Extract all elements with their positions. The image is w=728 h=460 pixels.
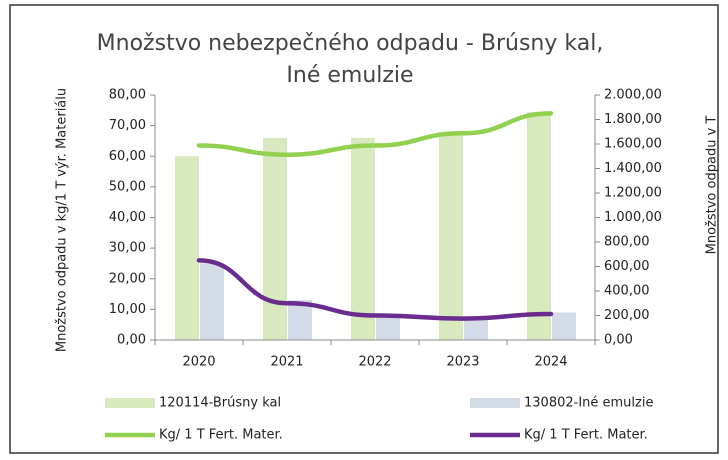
y-tick-label: 10,00 [109, 302, 146, 317]
bar [175, 156, 199, 340]
y-tick-label: 80,00 [109, 88, 146, 103]
x-tick-label: 2023 [446, 355, 479, 370]
bar [527, 112, 551, 341]
bar [439, 131, 463, 340]
y-tick-label: 50,00 [109, 179, 146, 194]
y-axis-title: Množstvo odpadu v kg/1 T výr. Materiálu [55, 88, 70, 352]
x-tick-label: 2022 [358, 355, 391, 370]
legend-label: 130802-Iné emulzie [524, 396, 653, 411]
bar [263, 137, 287, 340]
legend-label: Kg/ 1 T Fert. Mater. [159, 428, 283, 443]
legend-label: 120114-Brúsny kal [159, 396, 281, 411]
y2-tick-label: 200,00 [604, 308, 650, 323]
bar [552, 312, 576, 340]
chart-border [9, 4, 719, 454]
y2-tick-label: 0,00 [604, 333, 633, 348]
y-tick-label: 60,00 [109, 149, 146, 164]
y2-tick-label: 1.800,00 [604, 112, 662, 127]
line-series [196, 258, 554, 321]
bar [288, 300, 312, 340]
bar [464, 318, 488, 340]
y2-axis-title: Množstvo odpadu v T [705, 116, 720, 255]
line-series [196, 111, 554, 157]
y2-tick-label: 2.000,00 [604, 88, 662, 103]
bar [200, 263, 224, 340]
x-tick-label: 2020 [182, 355, 215, 370]
y2-tick-label: 1.000,00 [604, 210, 662, 225]
legend-swatch [470, 398, 520, 408]
x-tick-label: 2024 [534, 355, 567, 370]
x-tick-label: 2021 [270, 355, 303, 370]
y-tick-label: 30,00 [109, 241, 146, 256]
y2-tick-label: 600,00 [604, 259, 650, 274]
y-tick-label: 70,00 [109, 118, 146, 133]
y-tick-label: 40,00 [109, 210, 146, 225]
y2-tick-label: 1.400,00 [604, 161, 662, 176]
y-tick-label: 20,00 [109, 271, 146, 286]
bar [376, 315, 400, 340]
legend-swatch [105, 398, 155, 408]
bar [351, 137, 375, 340]
y-tick-label: 0,00 [117, 333, 146, 348]
legend-label: Kg/ 1 T Fert. Mater. [524, 428, 648, 443]
y2-tick-label: 800,00 [604, 235, 650, 250]
chart-title: Množstvo nebezpečného odpadu - Brúsny ka… [96, 31, 604, 88]
y2-tick-label: 400,00 [604, 284, 650, 299]
y2-tick-label: 1.600,00 [604, 137, 662, 152]
y2-tick-label: 1.200,00 [604, 186, 662, 201]
